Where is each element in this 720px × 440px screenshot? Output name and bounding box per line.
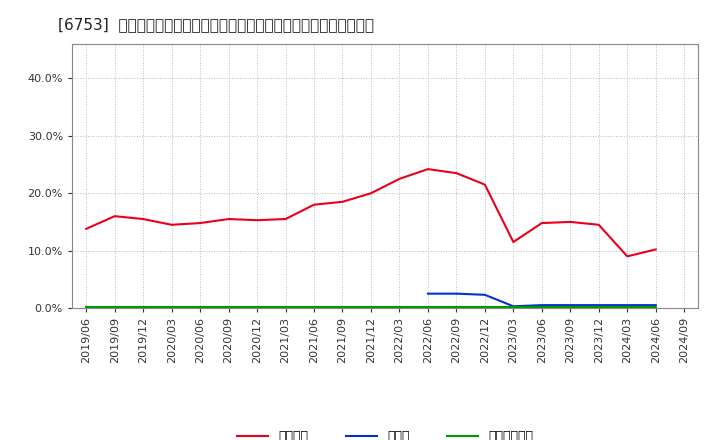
繰延税金資産 <box>196 305 204 310</box>
のれん <box>480 292 489 297</box>
自己資本 <box>366 191 375 196</box>
Legend: 自己資本, のれん, 繰延税金資産: 自己資本, のれん, 繰延税金資産 <box>232 425 539 440</box>
Line: 自己資本: 自己資本 <box>86 169 656 257</box>
自己資本 <box>310 202 318 207</box>
Line: のれん: のれん <box>428 293 656 306</box>
自己資本 <box>139 216 148 222</box>
のれん <box>652 302 660 308</box>
自己資本 <box>282 216 290 222</box>
自己資本 <box>196 220 204 226</box>
のれん <box>595 302 603 308</box>
繰延税金資産 <box>537 305 546 310</box>
のれん <box>537 302 546 308</box>
繰延税金資産 <box>566 305 575 310</box>
自己資本 <box>595 222 603 227</box>
繰延税金資産 <box>480 305 489 310</box>
Text: [6753]  自己資本、のれん、繰延税金資産の総資産に対する比率の推移: [6753] 自己資本、のれん、繰延税金資産の総資産に対する比率の推移 <box>58 18 374 33</box>
繰延税金資産 <box>452 305 461 310</box>
繰延税金資産 <box>139 305 148 310</box>
自己資本 <box>110 213 119 219</box>
繰延税金資産 <box>595 305 603 310</box>
自己資本 <box>338 199 347 205</box>
自己資本 <box>623 254 631 259</box>
繰延税金資産 <box>366 305 375 310</box>
自己資本 <box>225 216 233 222</box>
自己資本 <box>423 166 432 172</box>
繰延税金資産 <box>623 305 631 310</box>
のれん <box>623 302 631 308</box>
自己資本 <box>509 239 518 245</box>
自己資本 <box>82 226 91 231</box>
のれん <box>423 291 432 296</box>
繰延税金資産 <box>652 305 660 310</box>
自己資本 <box>480 182 489 187</box>
繰延税金資産 <box>338 305 347 310</box>
自己資本 <box>253 217 261 223</box>
繰延税金資産 <box>253 305 261 310</box>
のれん <box>452 291 461 296</box>
自己資本 <box>452 170 461 176</box>
繰延税金資産 <box>282 305 290 310</box>
自己資本 <box>566 219 575 224</box>
自己資本 <box>395 176 404 182</box>
繰延税金資産 <box>310 305 318 310</box>
繰延税金資産 <box>395 305 404 310</box>
自己資本 <box>652 247 660 252</box>
繰延税金資産 <box>225 305 233 310</box>
繰延税金資産 <box>167 305 176 310</box>
自己資本 <box>167 222 176 227</box>
繰延税金資産 <box>509 305 518 310</box>
繰延税金資産 <box>82 305 91 310</box>
のれん <box>509 304 518 309</box>
自己資本 <box>537 220 546 226</box>
繰延税金資産 <box>110 305 119 310</box>
繰延税金資産 <box>423 305 432 310</box>
のれん <box>566 302 575 308</box>
